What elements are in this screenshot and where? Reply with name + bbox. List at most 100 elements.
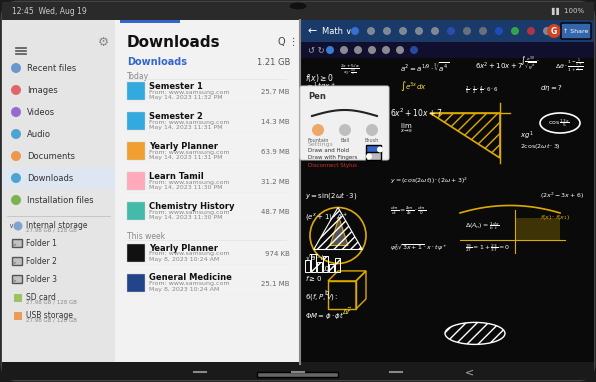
Text: b: b [324,290,328,296]
Text: $\sqrt{a}\cdot i$: $\sqrt{a}\cdot i$ [305,252,324,262]
Text: ⚙: ⚙ [97,36,108,49]
Circle shape [410,46,418,54]
Text: Videos: Videos [27,107,55,117]
Bar [127,244,145,262]
Circle shape [11,85,21,95]
Text: $(2x^2-3x+6)$: $(2x^2-3x+6)$ [540,191,584,201]
Text: $\cos\frac{13x}{5}$: $\cos\frac{13x}{5}$ [548,117,570,129]
FancyBboxPatch shape [257,372,339,377]
Text: Folder 3: Folder 3 [26,275,57,283]
Text: $2\cos(2\omega t\cdot 3)$: $2\cos(2\omega t\cdot 3)$ [520,141,561,151]
Circle shape [547,24,561,38]
Text: Yearly Planner: Yearly Planner [149,141,218,151]
FancyBboxPatch shape [367,146,381,154]
Circle shape [11,173,21,183]
Text: ▌▌ 100%: ▌▌ 100% [551,7,584,15]
Text: Today: Today [127,71,149,81]
Bar [2,362,594,380]
Text: From: www.samsung.com: From: www.samsung.com [149,120,229,125]
Text: ↑ Share: ↑ Share [563,29,589,34]
FancyBboxPatch shape [561,23,591,39]
Text: $f(x)\cdot f(x_1)$: $f(x)\cdot f(x_1)$ [540,213,570,222]
Text: $y=(cos(2\omega t))\cdot(2\omega+3)^2$: $y=(cos(2\omega t))\cdot(2\omega+3)^2$ [390,175,468,186]
Ellipse shape [289,2,307,10]
Circle shape [495,27,503,35]
Text: $a^2 = a^{1/9} \cdot \sqrt[3]{a^4}$: $a^2 = a^{1/9} \cdot \sqrt[3]{a^4}$ [400,61,450,75]
Text: Chemistry History: Chemistry History [149,201,234,210]
Text: Brush: Brush [365,138,379,142]
Circle shape [14,222,23,230]
Circle shape [11,151,21,161]
Text: Folder 1: Folder 1 [26,238,57,248]
Text: 14.3 MB: 14.3 MB [262,119,290,125]
Text: Recent files: Recent files [27,63,76,73]
Text: G: G [551,26,557,36]
Text: May 8, 2023 10:24 AM: May 8, 2023 10:24 AM [149,256,219,262]
Text: 974 KB: 974 KB [265,251,290,257]
Bar [127,142,145,160]
Bar [2,2,594,20]
Text: 27.98 GB / 128 GB: 27.98 GB / 128 GB [26,299,77,304]
Text: $6x^2+10x+7$: $6x^2+10x+7$ [390,107,443,119]
Text: From: www.samsung.com: From: www.samsung.com [149,149,229,154]
Circle shape [527,27,535,35]
Bar [127,202,145,220]
Bar [300,20,594,364]
Circle shape [366,154,372,160]
Circle shape [367,27,375,35]
Text: USB storage: USB storage [26,311,73,319]
Bar [515,219,560,241]
Bar [120,20,180,23]
FancyBboxPatch shape [13,275,23,283]
Text: 63.9 MB: 63.9 MB [261,149,290,155]
Circle shape [354,46,362,54]
Text: 25.7 MB: 25.7 MB [262,89,290,95]
Text: ←: ← [308,26,318,36]
Text: Installation files: Installation files [27,196,94,204]
Text: Yearly Planner: Yearly Planner [149,243,218,253]
Bar [317,262,322,272]
Circle shape [479,27,487,35]
Text: $6(f,P,V): $: $6(f,P,V): $ [305,292,339,302]
Polygon shape [330,217,348,246]
Text: Internal storage: Internal storage [26,220,88,230]
Text: $xg^1$: $xg^1$ [520,130,534,142]
FancyBboxPatch shape [13,257,23,265]
Text: 27.98 GB / 128 GB: 27.98 GB / 128 GB [26,317,77,322]
Text: May 14, 2023 11:31 PM: May 14, 2023 11:31 PM [149,154,222,160]
Text: $\frac{2x+5/a}{x_3 \cdot \frac{40}{x}}$: $\frac{2x+5/a}{x_3 \cdot \frac{40}{x}}$ [340,63,359,77]
Text: $\int e^{3x}dx$: $\int e^{3x}dx$ [400,79,427,93]
Text: Ball: Ball [340,138,350,142]
Text: Audio: Audio [27,129,51,139]
Text: Documents: Documents [27,152,75,160]
Text: May 14, 2023 11:30 PM: May 14, 2023 11:30 PM [149,215,222,220]
Bar [2,20,300,364]
Circle shape [11,129,21,139]
Text: SD card: SD card [26,293,56,301]
Text: Pen: Pen [308,92,326,100]
Text: From: www.samsung.com: From: www.samsung.com [149,89,229,94]
Text: $\Delta\theta \cdot \frac{1-\frac{1}{1+}}{1+\frac{1}{...}}$: $\Delta\theta \cdot \frac{1-\frac{1}{1+}… [555,57,584,74]
Circle shape [351,27,359,35]
Bar [335,258,340,272]
Text: >: > [10,241,16,247]
Text: 27.98 GB / 128 GB: 27.98 GB / 128 GB [26,228,77,233]
Text: May 14, 2023 11:31 PM: May 14, 2023 11:31 PM [149,125,222,129]
Circle shape [11,63,21,73]
Text: Semester 2: Semester 2 [149,112,203,120]
Circle shape [431,27,439,35]
Text: >: > [10,259,16,265]
Circle shape [382,46,390,54]
Text: 25.1 MB: 25.1 MB [262,281,290,287]
Text: May 14, 2023 11:32 PM: May 14, 2023 11:32 PM [149,94,223,99]
Text: Downloads: Downloads [127,57,187,67]
Circle shape [377,147,383,152]
Circle shape [11,195,21,205]
Text: 48.7 MB: 48.7 MB [262,209,290,215]
Circle shape [339,124,351,136]
Text: $\lim_{x\to\infty}$: $\lim_{x\to\infty}$ [400,121,412,134]
FancyBboxPatch shape [367,152,381,160]
Bar [2,168,115,189]
Text: Draw and Hold: Draw and Hold [308,147,349,152]
Text: From: www.samsung.com: From: www.samsung.com [149,282,229,286]
